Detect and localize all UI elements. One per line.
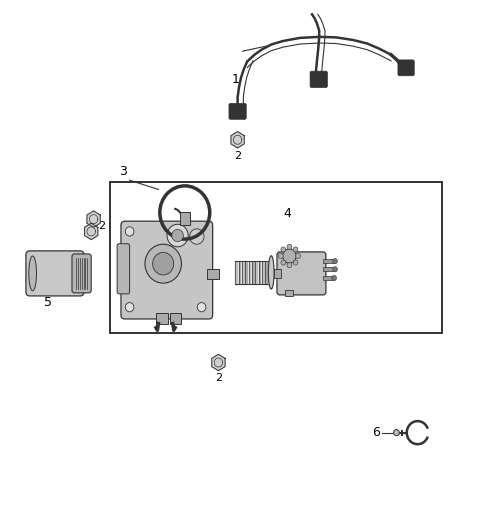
Text: 4: 4 [283, 207, 291, 220]
Bar [180, 212, 190, 225]
Bar [156, 313, 168, 324]
Ellipse shape [268, 255, 274, 289]
Bar [207, 269, 219, 279]
Polygon shape [84, 223, 98, 240]
Text: 1: 1 [232, 73, 240, 86]
Circle shape [281, 247, 286, 252]
FancyBboxPatch shape [229, 103, 246, 119]
Circle shape [190, 229, 204, 244]
Bar [170, 313, 181, 324]
Text: 2: 2 [234, 151, 241, 161]
Circle shape [197, 303, 206, 312]
Circle shape [293, 260, 298, 265]
Circle shape [278, 253, 283, 259]
Circle shape [281, 260, 286, 265]
Circle shape [333, 259, 337, 264]
Text: 6: 6 [372, 426, 380, 439]
FancyBboxPatch shape [121, 221, 213, 319]
FancyBboxPatch shape [72, 254, 91, 293]
Circle shape [296, 253, 300, 259]
Text: 2: 2 [215, 373, 222, 383]
Circle shape [167, 224, 188, 247]
Bar [323, 276, 333, 280]
Bar [323, 267, 334, 271]
Bar [110, 182, 442, 333]
Circle shape [394, 430, 399, 436]
Circle shape [172, 229, 183, 242]
Polygon shape [212, 354, 225, 371]
FancyBboxPatch shape [117, 244, 130, 294]
Text: 5: 5 [44, 296, 52, 309]
Circle shape [153, 252, 174, 275]
Polygon shape [231, 132, 244, 148]
Circle shape [293, 247, 298, 252]
FancyBboxPatch shape [277, 252, 326, 295]
Circle shape [145, 244, 181, 283]
Bar [323, 259, 334, 263]
Circle shape [333, 267, 337, 272]
Text: 2: 2 [98, 221, 106, 231]
FancyBboxPatch shape [26, 251, 84, 296]
FancyBboxPatch shape [398, 60, 414, 76]
Polygon shape [87, 211, 100, 227]
Ellipse shape [29, 256, 36, 291]
Bar [274, 269, 281, 278]
Text: 3: 3 [119, 165, 127, 178]
Circle shape [332, 275, 336, 281]
Circle shape [287, 244, 292, 249]
Circle shape [287, 263, 292, 268]
FancyBboxPatch shape [310, 71, 327, 88]
Circle shape [125, 303, 134, 312]
Bar [285, 290, 293, 296]
Circle shape [283, 249, 296, 263]
Circle shape [125, 227, 134, 236]
